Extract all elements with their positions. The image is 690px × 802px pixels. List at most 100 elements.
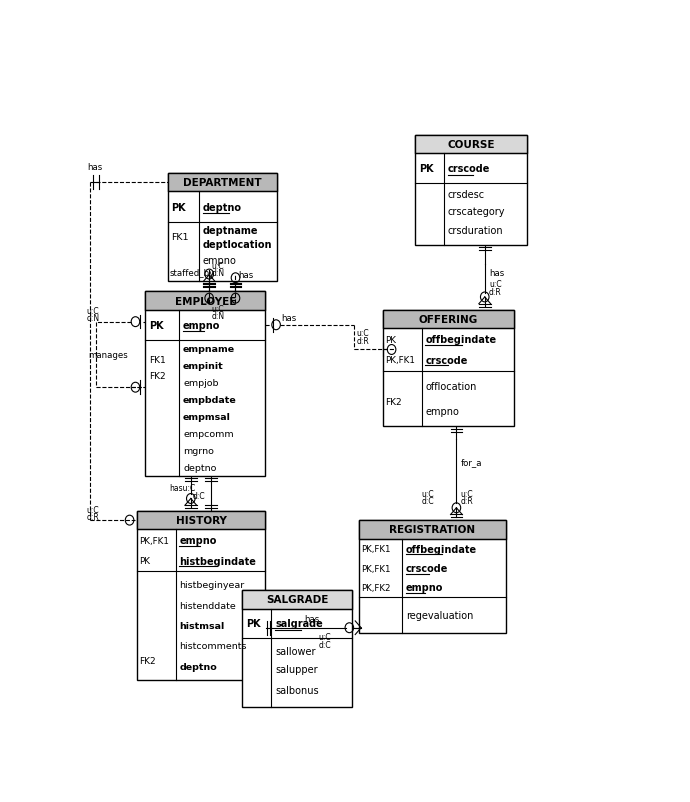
Text: deptlocation: deptlocation xyxy=(203,240,272,250)
Text: PK,FK1: PK,FK1 xyxy=(139,537,169,545)
Text: empno: empno xyxy=(203,256,237,266)
Text: regevaluation: regevaluation xyxy=(406,610,473,621)
Text: d:C: d:C xyxy=(422,497,434,506)
Bar xyxy=(415,136,527,245)
Text: deptname: deptname xyxy=(203,226,258,236)
Bar xyxy=(168,173,277,192)
Bar xyxy=(137,511,266,530)
Text: has: has xyxy=(239,271,254,280)
Bar xyxy=(415,136,527,154)
Text: crsduration: crsduration xyxy=(448,225,503,235)
Text: crscode: crscode xyxy=(448,164,490,174)
Text: PK: PK xyxy=(139,557,150,565)
Text: u:C: u:C xyxy=(319,633,331,642)
Text: for_a: for_a xyxy=(461,458,482,467)
Text: u:C: u:C xyxy=(422,489,434,498)
Bar xyxy=(145,292,266,310)
Text: has: has xyxy=(489,269,504,278)
Text: PK: PK xyxy=(171,202,186,213)
Text: empbdate: empbdate xyxy=(183,395,237,404)
Text: DEPARTMENT: DEPARTMENT xyxy=(183,178,262,188)
Text: FK1: FK1 xyxy=(171,233,189,242)
Text: empmsal: empmsal xyxy=(183,412,231,421)
Text: has: has xyxy=(304,614,319,623)
Text: offlocation: offlocation xyxy=(426,382,477,391)
Text: histbegindate: histbegindate xyxy=(179,556,256,566)
Text: deptno: deptno xyxy=(203,202,241,213)
Text: SALGRADE: SALGRADE xyxy=(266,594,328,605)
Text: PK,FK1: PK,FK1 xyxy=(361,545,391,553)
Text: u:C: u:C xyxy=(461,489,473,498)
Text: d:N: d:N xyxy=(212,269,225,278)
Text: PK: PK xyxy=(149,320,164,330)
Text: u:C: u:C xyxy=(212,304,224,313)
Bar xyxy=(383,310,514,427)
Text: salupper: salupper xyxy=(275,665,318,674)
Text: empno: empno xyxy=(183,320,221,330)
Text: has: has xyxy=(282,314,297,322)
Text: d:R: d:R xyxy=(461,497,473,506)
Text: d:N: d:N xyxy=(87,314,100,323)
Text: d:N: d:N xyxy=(212,312,225,321)
Text: COURSE: COURSE xyxy=(448,140,495,150)
Text: FK2: FK2 xyxy=(385,397,402,406)
Text: empno: empno xyxy=(179,536,217,545)
Text: PK,FK1: PK,FK1 xyxy=(385,355,415,365)
Text: has: has xyxy=(87,163,102,172)
Text: PK: PK xyxy=(419,164,433,174)
Text: empjob: empjob xyxy=(183,378,219,387)
Text: u:C: u:C xyxy=(87,306,99,316)
Text: empno: empno xyxy=(406,583,444,593)
Bar xyxy=(359,520,506,634)
Text: u:C: u:C xyxy=(489,280,502,289)
Text: sallower: sallower xyxy=(275,646,316,656)
Text: crscode: crscode xyxy=(406,563,448,573)
Text: d:R: d:R xyxy=(87,512,99,521)
Text: histmsal: histmsal xyxy=(179,622,224,630)
Bar xyxy=(168,173,277,282)
Bar xyxy=(383,310,514,329)
Text: PK: PK xyxy=(385,335,396,345)
Text: FK2: FK2 xyxy=(149,371,166,381)
Text: d:C: d:C xyxy=(193,492,205,500)
Text: histenddate: histenddate xyxy=(179,601,236,610)
Text: u:C: u:C xyxy=(356,328,369,338)
Text: HISTORY: HISTORY xyxy=(176,516,226,525)
Text: crscategory: crscategory xyxy=(448,207,505,217)
Text: u:C: u:C xyxy=(87,505,99,514)
Bar xyxy=(242,590,352,609)
Text: OFFERING: OFFERING xyxy=(419,315,478,325)
Bar xyxy=(145,292,266,476)
Text: PK: PK xyxy=(246,618,261,629)
Text: mgrno: mgrno xyxy=(183,446,214,455)
Text: deptno: deptno xyxy=(179,662,217,671)
Text: REGISTRATION: REGISTRATION xyxy=(389,525,475,535)
Text: salbonus: salbonus xyxy=(275,686,319,695)
Text: manages: manages xyxy=(88,350,128,359)
Text: empinit: empinit xyxy=(183,361,224,371)
Text: salgrade: salgrade xyxy=(275,618,323,629)
Text: d:C: d:C xyxy=(319,640,331,649)
Text: PK,FK1: PK,FK1 xyxy=(361,564,391,573)
Text: empno: empno xyxy=(426,406,460,416)
Text: staffed_by: staffed_by xyxy=(169,269,215,277)
Text: empname: empname xyxy=(183,344,235,353)
Text: EMPLOYEE: EMPLOYEE xyxy=(175,296,236,306)
Text: histcomments: histcomments xyxy=(179,642,247,650)
Text: offbegindate: offbegindate xyxy=(426,335,497,345)
Text: empcomm: empcomm xyxy=(183,429,234,438)
Bar xyxy=(359,520,506,539)
Text: crscode: crscode xyxy=(426,355,468,365)
Bar xyxy=(137,511,266,680)
Text: deptno: deptno xyxy=(183,463,217,472)
Text: d:R: d:R xyxy=(489,287,502,297)
Text: d:R: d:R xyxy=(356,336,369,346)
Text: FK1: FK1 xyxy=(149,355,166,364)
Text: PK,FK2: PK,FK2 xyxy=(361,583,391,592)
Text: hasu:C: hasu:C xyxy=(170,484,196,493)
Text: offbegindate: offbegindate xyxy=(406,544,477,554)
Text: crsdesc: crsdesc xyxy=(448,189,484,200)
Text: histbeginyear: histbeginyear xyxy=(179,581,244,589)
Text: FK2: FK2 xyxy=(139,656,156,665)
Text: u:C: u:C xyxy=(212,261,224,270)
